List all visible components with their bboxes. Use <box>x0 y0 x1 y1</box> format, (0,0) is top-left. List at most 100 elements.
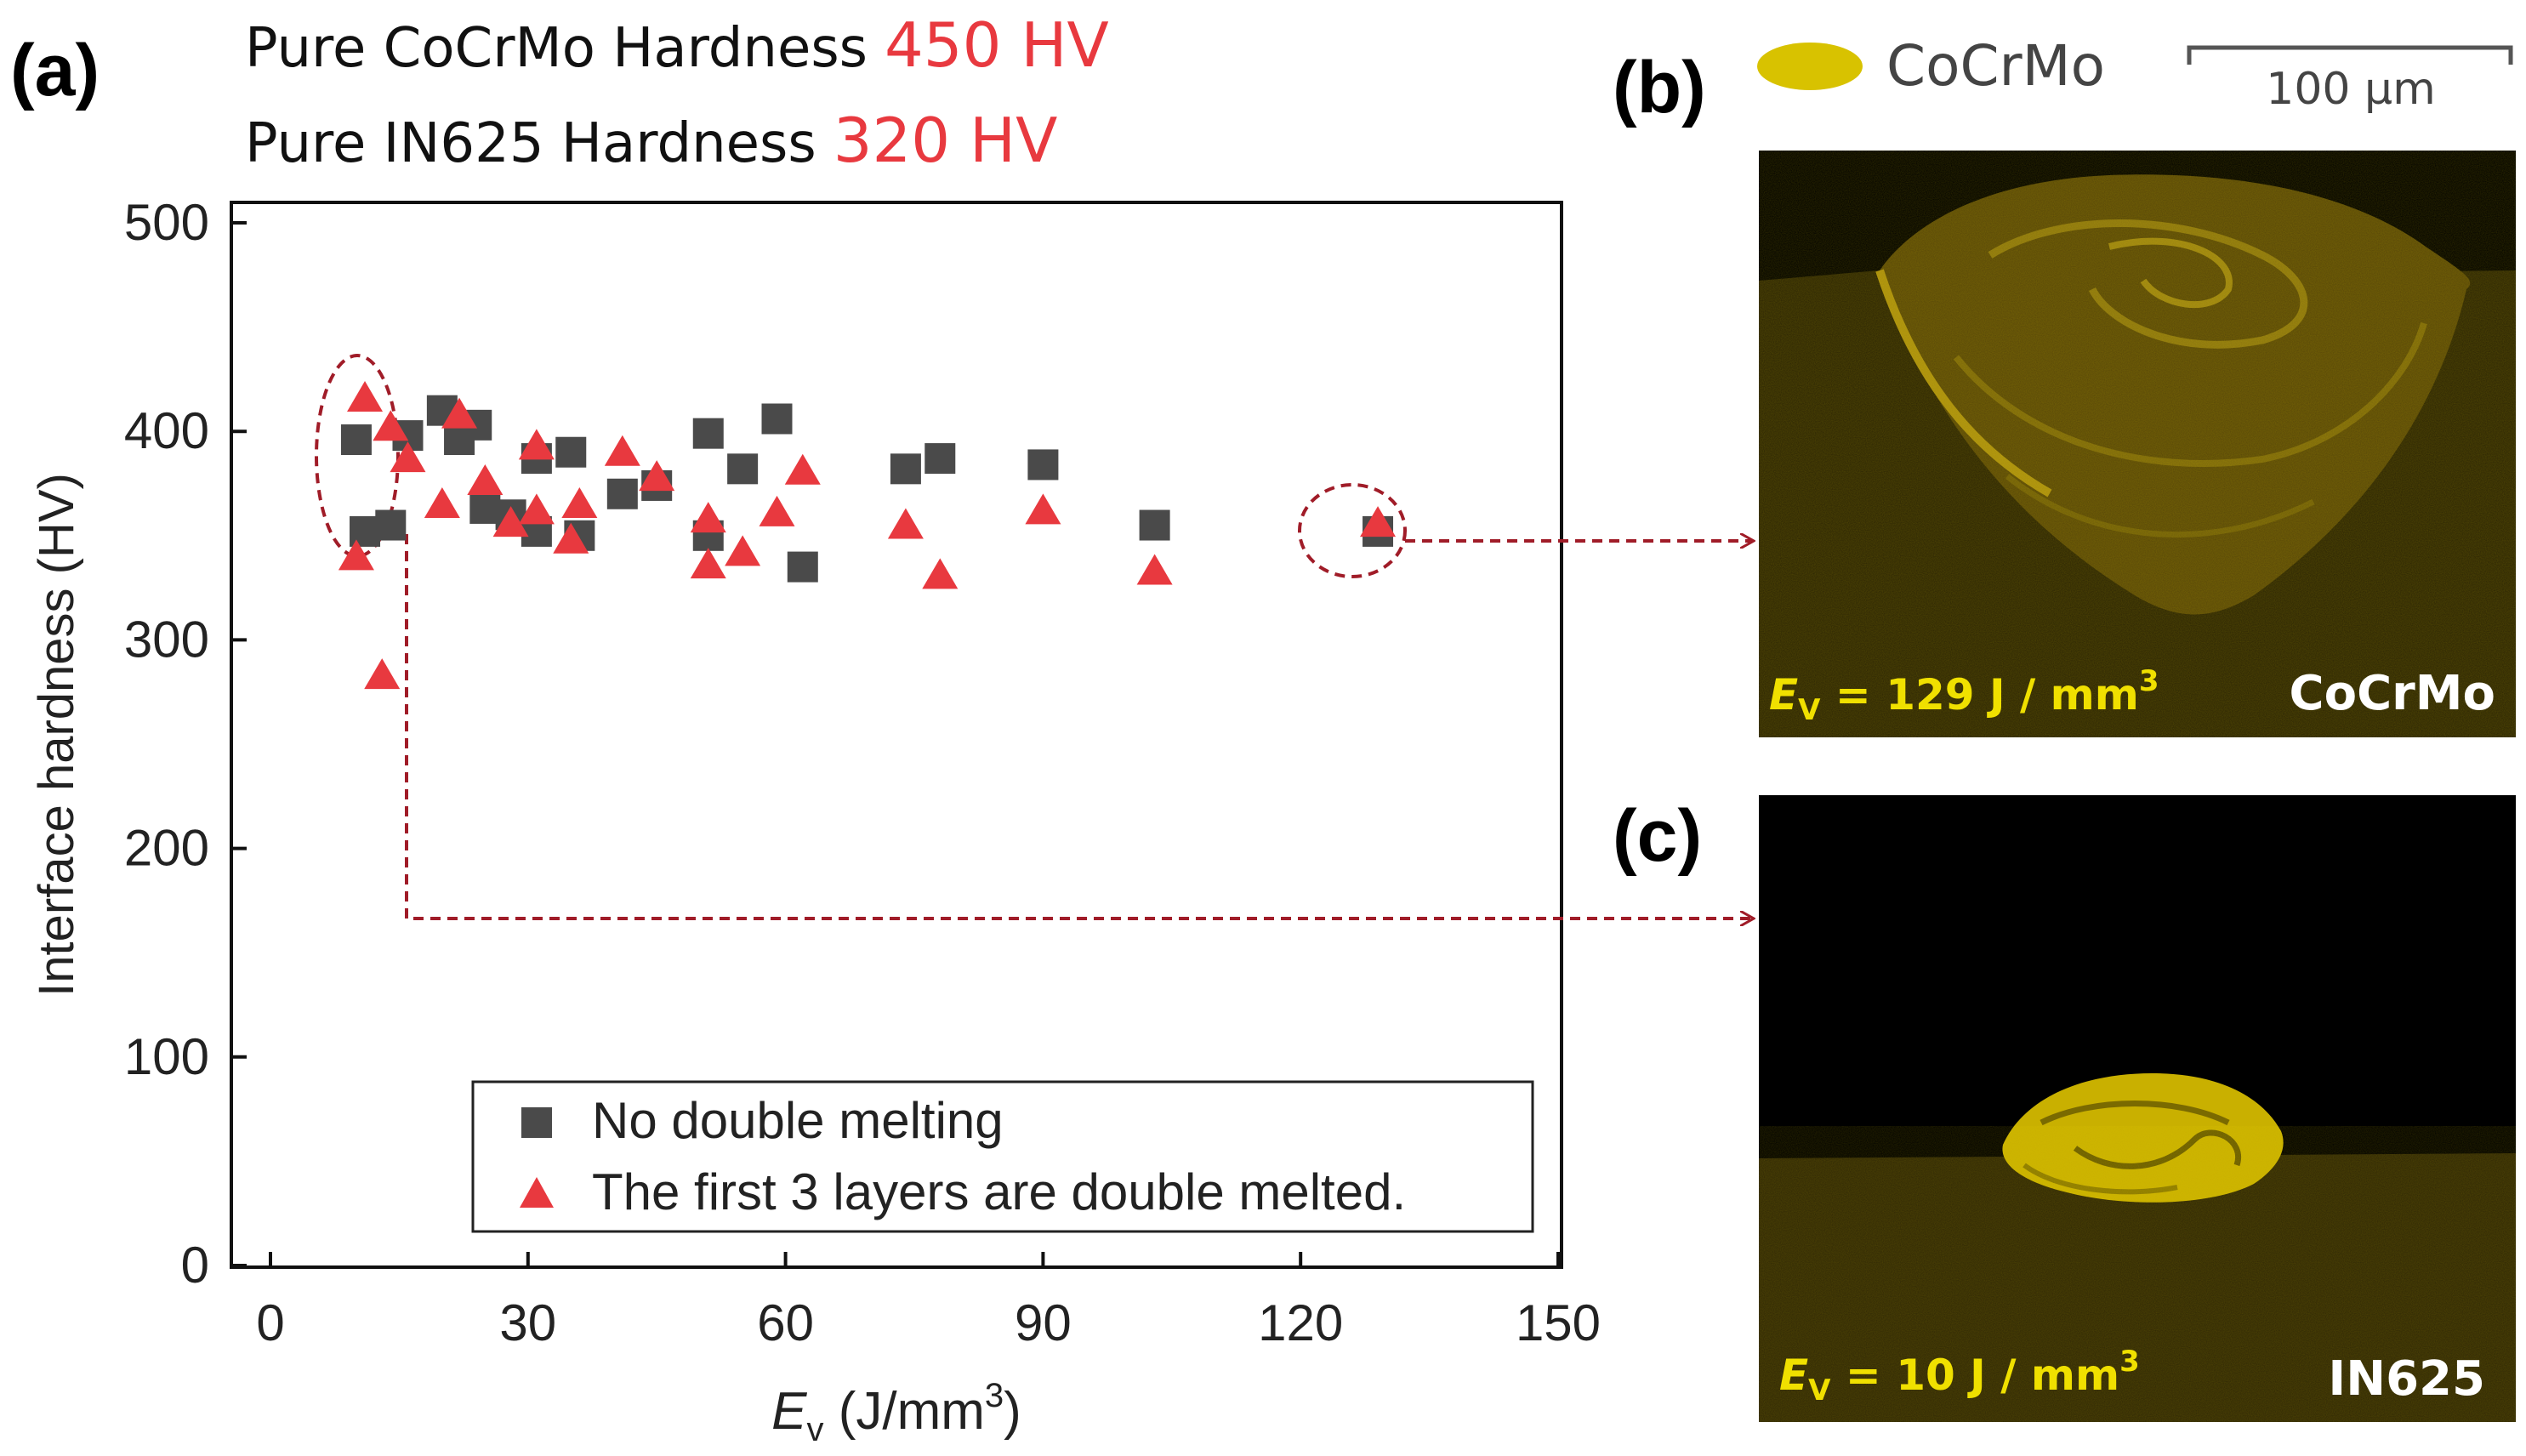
series-no-double-melting <box>340 395 1394 583</box>
square-point-23 <box>1139 509 1170 541</box>
panel-label-c: (c) <box>1613 795 1702 877</box>
triangle-point-11 <box>553 522 589 554</box>
x-axis-label-subscript: v <box>807 1411 824 1448</box>
triangle-point-16 <box>690 548 726 579</box>
square-point-1 <box>350 515 381 547</box>
triangle-point-19 <box>784 453 821 485</box>
map-b-energy-subscript: V <box>1798 693 1821 727</box>
y-tick-label-3: 300 <box>124 611 209 668</box>
legend-label-double-melted: The first 3 layers are double melted. <box>592 1163 1406 1220</box>
square-point-11 <box>555 436 587 468</box>
map-c-energy-subscript: V <box>1808 1374 1831 1408</box>
triangle-point-22 <box>1025 493 1061 525</box>
triangle-point-0 <box>338 539 374 571</box>
square-point-7 <box>469 492 501 524</box>
x-tick-label-0: 0 <box>256 1294 284 1351</box>
triangle-point-20 <box>887 508 924 539</box>
map-c-swirl-1 <box>2040 1101 2230 1126</box>
map-b-energy-value: = 129 J / mm <box>1820 670 2138 719</box>
y-tick-label-2: 200 <box>124 820 209 877</box>
cocrmo-hardness-value: 450 HV <box>885 9 1109 81</box>
triangle-point-13 <box>604 435 640 466</box>
y-tick-label-5: 500 <box>124 194 209 251</box>
x-tick-label-4: 120 <box>1258 1294 1343 1351</box>
cocrmo-legend-label: CoCrMo <box>1886 33 2105 99</box>
triangle-point-18 <box>759 495 795 526</box>
x-tick-label-2: 60 <box>757 1294 814 1351</box>
square-point-13 <box>606 478 638 509</box>
legend-square-marker <box>521 1107 552 1138</box>
map-c-material-label: IN625 <box>2328 1351 2485 1407</box>
x-tick-label-1: 30 <box>499 1294 556 1351</box>
legend-label-no-double-melting: No double melting <box>592 1092 1004 1149</box>
triangle-point-5 <box>424 487 460 519</box>
y-axis-ticks <box>231 221 247 1267</box>
y-tick-label-1: 100 <box>124 1028 209 1085</box>
header-line-2: Pure IN625 Hardness 320 HV <box>245 105 1057 176</box>
high-energy-highlight-ellipse <box>1298 483 1407 578</box>
plot-frame <box>230 201 1563 1269</box>
y-axis-label: Interface hardness (HV) <box>29 473 84 997</box>
triangle-point-15 <box>690 502 726 533</box>
panel-label-a: (a) <box>10 30 100 111</box>
map-c-energy-symbol: E <box>1779 1351 1808 1400</box>
x-axis-label-close: ) <box>1004 1382 1021 1441</box>
triangle-point-7 <box>467 464 503 496</box>
x-tick-labels: 0 30 60 90 120 150 <box>256 1294 1601 1351</box>
triangle-point-2 <box>364 658 401 690</box>
triangle-point-1 <box>347 380 384 412</box>
square-point-18 <box>761 403 793 435</box>
square-point-20 <box>890 453 921 485</box>
map-b-material-label: CoCrMo <box>2290 666 2495 721</box>
map-c-energy-value: = 10 J / mm <box>1830 1351 2119 1400</box>
triangle-point-21 <box>922 558 959 589</box>
in625-hardness-label: Pure IN625 Hardness <box>245 112 816 175</box>
panel-label-b: (b) <box>1613 47 1706 128</box>
triangle-point-10 <box>518 493 555 525</box>
triangle-point-14 <box>639 460 675 492</box>
map-c-energy-label: EV = 10 J / mm3 <box>1779 1345 2140 1408</box>
cocrmo-hardness-label: Pure CoCrMo Hardness <box>245 17 868 80</box>
legend-box <box>471 1080 1534 1233</box>
square-point-15 <box>692 418 724 449</box>
legend: No double melting The first 3 layers are… <box>471 1080 1534 1233</box>
triangle-point-9 <box>518 429 555 460</box>
x-axis-label-symbol: E <box>771 1382 807 1441</box>
map-b-grain <box>1759 151 2516 737</box>
x-axis-ticks <box>269 1252 1560 1267</box>
square-point-19 <box>787 551 818 583</box>
map-b-energy-superscript: 3 <box>2139 664 2159 698</box>
map-b-energy-symbol: E <box>1769 670 1798 719</box>
x-axis-label-unit: (J/mm <box>824 1382 985 1441</box>
cocrmo-legend-swatch <box>1757 43 1863 90</box>
eds-map-panel-b <box>1759 151 2516 737</box>
scale-bar <box>2187 45 2513 65</box>
triangle-point-4 <box>390 441 426 473</box>
triangle-point-12 <box>561 487 598 519</box>
triangle-point-3 <box>373 410 409 441</box>
series-double-melted <box>338 380 1397 690</box>
map-b-energy-label: EV = 129 J / mm3 <box>1769 664 2159 727</box>
legend-triangle-marker <box>520 1177 554 1208</box>
square-point-21 <box>924 443 956 475</box>
triangle-point-24 <box>1360 506 1397 537</box>
y-tick-label-0: 0 <box>181 1237 209 1294</box>
square-point-22 <box>1027 449 1059 481</box>
in625-hardness-value: 320 HV <box>833 105 1058 176</box>
square-point-17 <box>727 453 759 485</box>
y-tick-label-4: 400 <box>124 402 209 459</box>
triangle-point-8 <box>492 506 529 537</box>
triangle-point-23 <box>1136 554 1173 585</box>
map-c-energy-superscript: 3 <box>2119 1345 2140 1379</box>
x-tick-label-5: 150 <box>1516 1294 1601 1351</box>
header-line-1: Pure CoCrMo Hardness 450 HV <box>245 9 1109 81</box>
y-tick-labels: 0 100 200 300 400 500 <box>124 194 209 1294</box>
x-axis-label: Ev (J/mm3) <box>771 1377 1021 1448</box>
low-energy-highlight-ellipse <box>315 354 400 558</box>
map-c-grain <box>1759 1153 2516 1422</box>
square-point-0 <box>340 424 372 456</box>
x-axis-label-superscript: 3 <box>985 1377 1004 1414</box>
scale-bar-label: 100 μm <box>2266 64 2436 115</box>
x-tick-label-3: 90 <box>1015 1294 1072 1351</box>
